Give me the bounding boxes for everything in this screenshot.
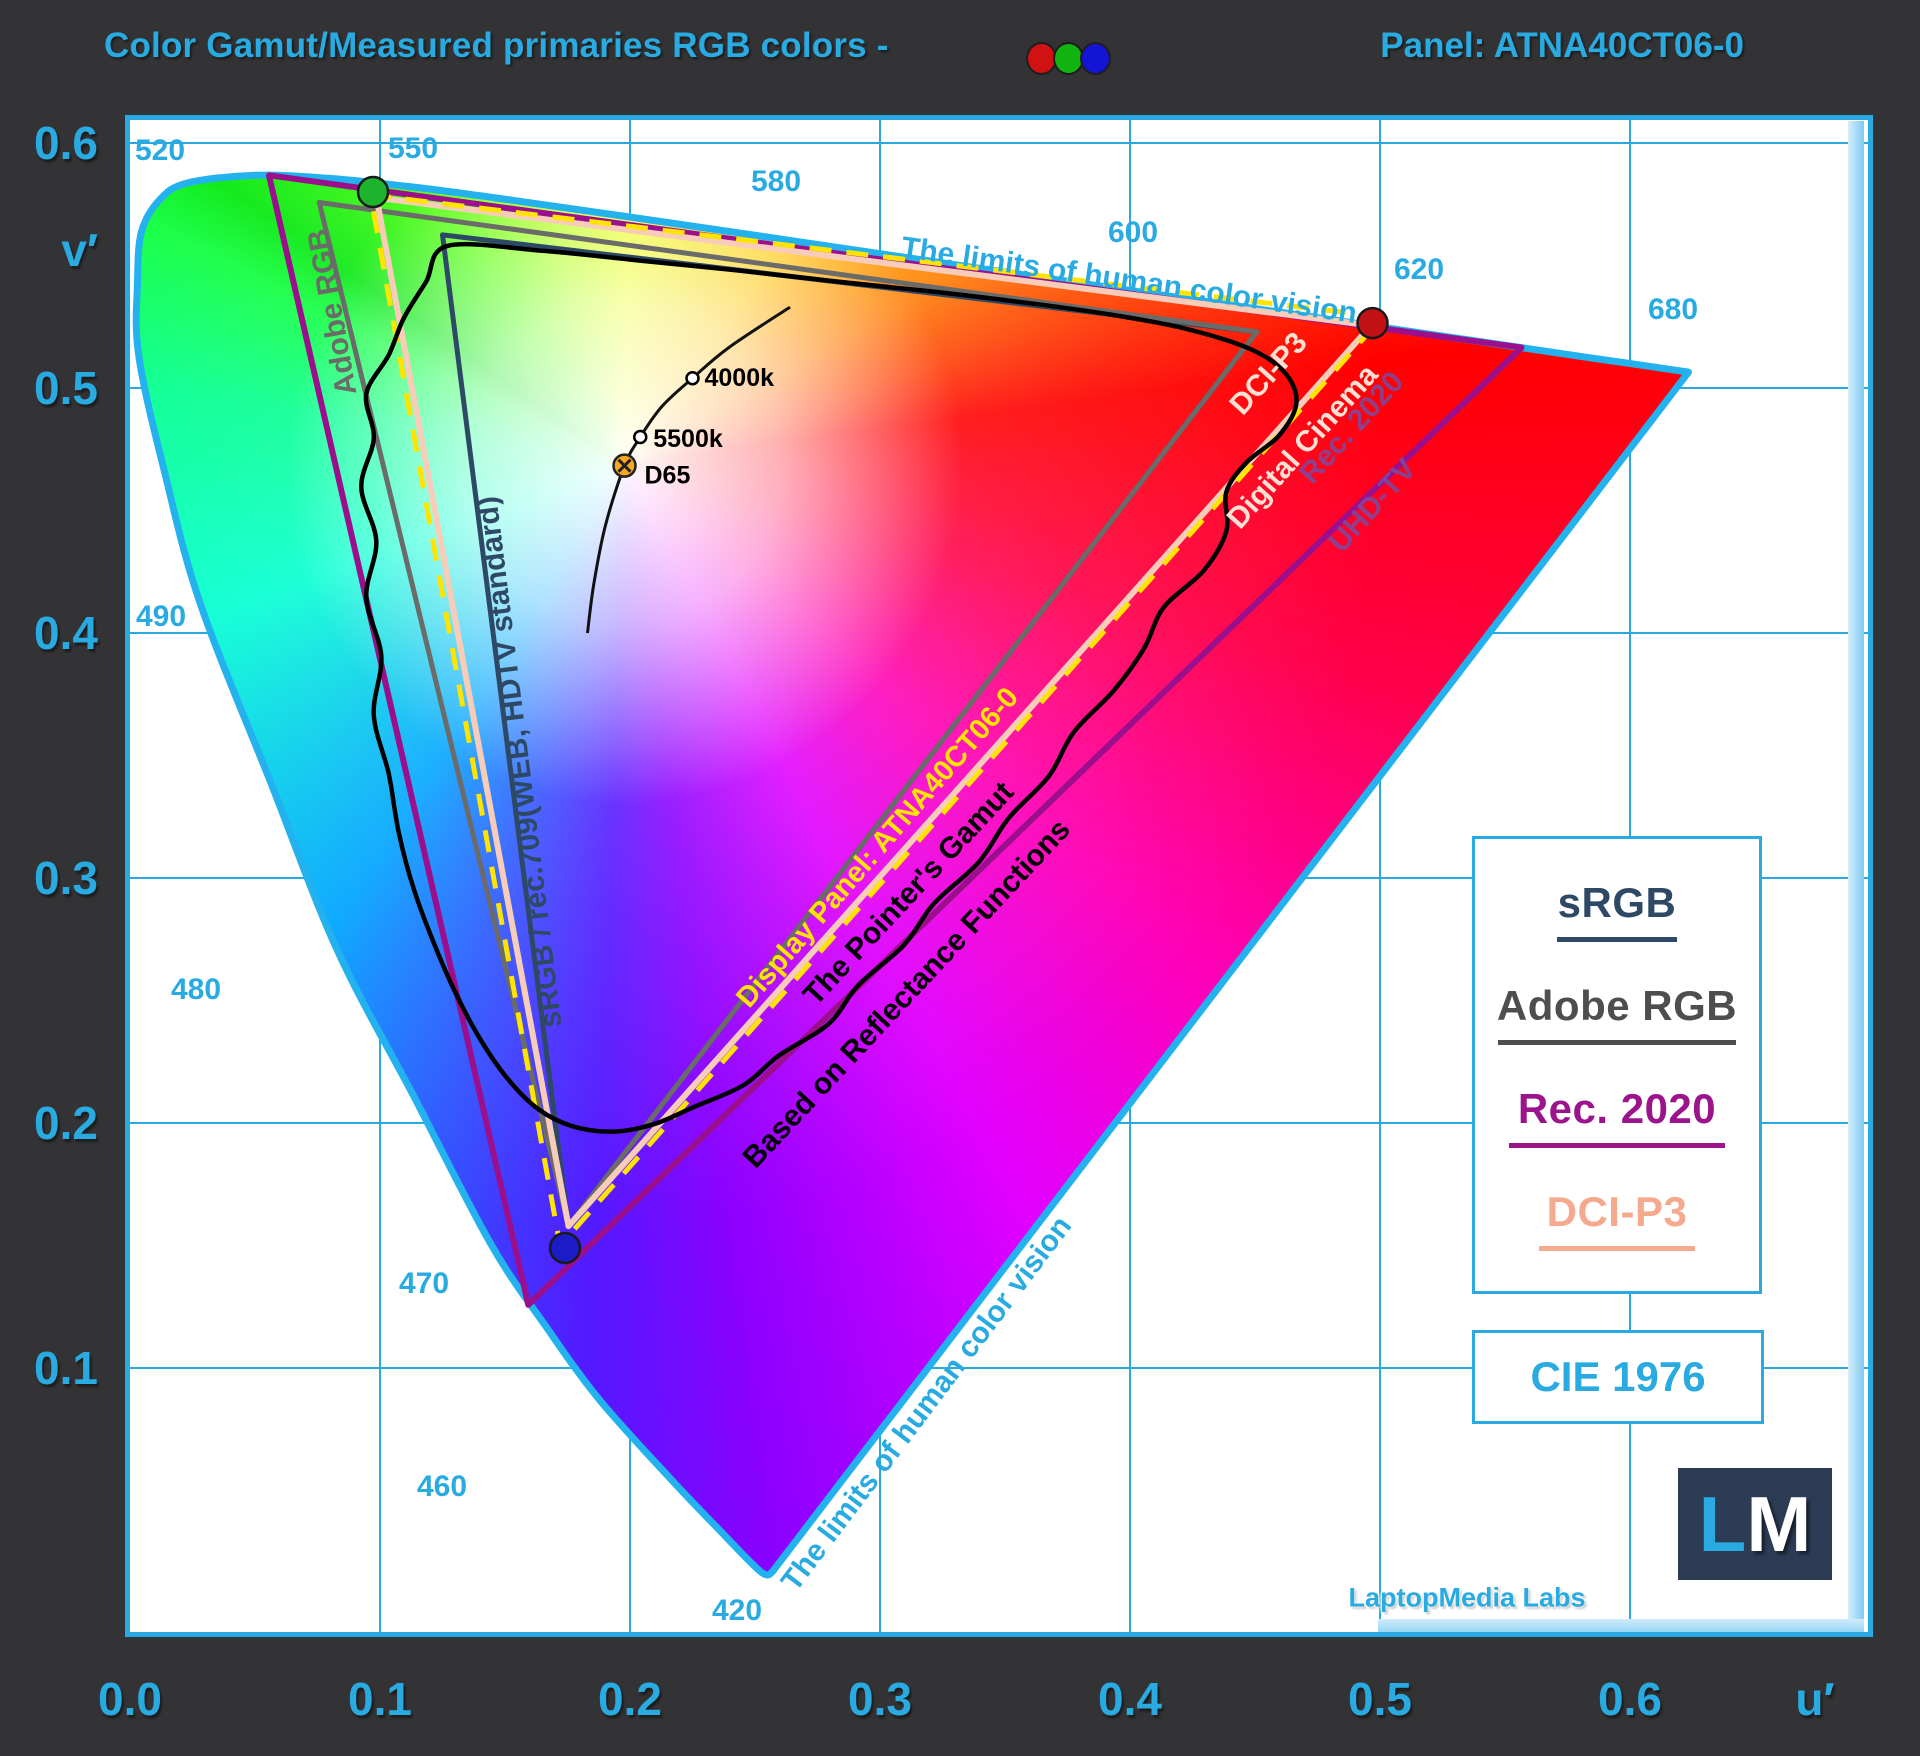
cie-1976-badge: CIE 1976: [1472, 1330, 1764, 1424]
legend-underline: [1498, 1040, 1736, 1045]
x-tick-label: 0.4: [1098, 1673, 1162, 1725]
wavelength-label-480: 480: [170, 973, 222, 1006]
legend-label: Adobe RGB: [1496, 982, 1738, 1029]
legend-item-rec-2020: Rec. 2020: [1509, 1085, 1725, 1148]
chart-title: Color Gamut/Measured primaries RGB color…: [104, 26, 889, 65]
y-axis-title: v′: [61, 224, 98, 276]
legend-underline: [1539, 1246, 1695, 1251]
y-tick-label: 0.2: [34, 1097, 98, 1149]
wavelength-label-550: 550: [387, 132, 439, 165]
wavelength-label-580: 580: [750, 165, 802, 198]
legend-item-srgb: sRGB: [1557, 879, 1677, 942]
x-tick-label: 0.0: [98, 1673, 162, 1725]
legend-label: sRGB: [1557, 879, 1677, 926]
y-tick-label: 0.3: [34, 852, 98, 904]
plot-inner-shadow-bottom: [1378, 1619, 1864, 1632]
watermark-label: LaptopMedia Labs: [1348, 1582, 1586, 1613]
x-tick-label: 0.2: [598, 1673, 662, 1725]
laptopmedia-logo: L M: [1678, 1468, 1832, 1580]
legend-item-adobe-rgb: Adobe RGB: [1497, 982, 1737, 1045]
red-primary-dot-icon: [1026, 42, 1057, 75]
panel-model-label: Panel: ATNA40CT06-0: [1380, 26, 1744, 65]
green-primary-dot-icon: [1053, 42, 1084, 75]
wavelength-label-680: 680: [1647, 293, 1699, 326]
x-axis-title: u′: [1795, 1673, 1835, 1725]
y-tick-label: 0.4: [34, 607, 98, 659]
plot-inner-shadow-right: [1848, 121, 1864, 1621]
legend-item-dci-p3: DCI-P3: [1539, 1188, 1695, 1251]
wavelength-label-490: 490: [135, 600, 187, 633]
x-tick-label: 0.1: [348, 1673, 412, 1725]
logo-letter-l: L: [1698, 1480, 1747, 1568]
wavelength-label-600: 600: [1107, 216, 1159, 249]
legend-underline: [1509, 1143, 1725, 1148]
legend-label: Rec. 2020: [1517, 1085, 1717, 1132]
y-tick-label: 0.5: [34, 362, 98, 414]
cie-1976-label: CIE 1976: [1530, 1353, 1706, 1400]
wavelength-label-470: 470: [398, 1267, 450, 1300]
y-tick-label: 0.6: [34, 117, 98, 169]
legend-underline: [1557, 937, 1677, 942]
x-tick-label: 0.6: [1598, 1673, 1662, 1725]
wavelength-label-520: 520: [134, 134, 186, 167]
x-tick-label: 0.5: [1348, 1673, 1412, 1725]
blue-primary-dot-icon: [1080, 42, 1111, 75]
wavelength-label-420: 420: [711, 1594, 763, 1627]
legend-label: DCI-P3: [1546, 1188, 1688, 1235]
wavelength-label-620: 620: [1393, 253, 1445, 286]
logo-letter-m: M: [1746, 1480, 1812, 1568]
gamut-legend: sRGB Adobe RGB Rec. 2020 DCI-P3: [1472, 836, 1762, 1294]
x-tick-label: 0.3: [848, 1673, 912, 1725]
y-tick-label: 0.1: [34, 1342, 98, 1394]
wavelength-label-460: 460: [416, 1470, 468, 1503]
